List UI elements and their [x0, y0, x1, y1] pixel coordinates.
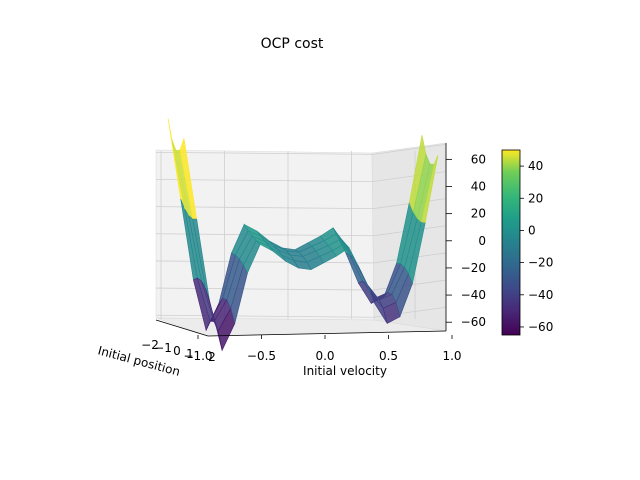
position-tick-label: 2: [208, 350, 216, 364]
position-axis-line: [155, 319, 209, 337]
position-tick-label: 1: [186, 347, 194, 361]
colorbar-tick-label: −20: [528, 256, 553, 270]
colorbar-tick-label: 40: [528, 159, 543, 173]
cost-tick-label: 40: [471, 180, 486, 194]
grid-line: [155, 287, 374, 291]
velocity-axis-line: [207, 330, 447, 337]
cost-tick-label: −40: [461, 288, 486, 302]
colorbar-tick-label: −60: [528, 320, 553, 334]
colorbar-tick-label: −40: [528, 288, 553, 302]
colorbar-tick-label: 20: [528, 191, 543, 205]
position-ticks: −2−1 0 1 2: [141, 338, 216, 364]
cost-tick-label: 0: [478, 234, 486, 248]
chart-title: OCP cost: [261, 36, 324, 52]
grid-line: [155, 151, 374, 155]
position-tick-label: −2: [141, 338, 159, 352]
position-tick-label: 0: [173, 344, 181, 358]
velocity-tick-label: 0.5: [379, 349, 398, 363]
velocity-tick-label: −0.5: [247, 349, 276, 363]
surface-patch: [420, 155, 439, 223]
velocity-ticks: −1.0 −0.5 0.0 0.5 1.0: [183, 335, 462, 363]
grid-line: [372, 143, 447, 155]
cost-surface: [167, 118, 439, 352]
cost-tick-label: 20: [471, 207, 486, 221]
grid-line: [155, 179, 374, 182]
grid-line: [155, 314, 374, 318]
colorbar-tick-label: 0: [528, 223, 536, 237]
velocity-tick-label: 0.0: [315, 349, 334, 363]
position-tick-label: −1: [154, 341, 172, 355]
cost-tick-label: −20: [461, 261, 486, 275]
velocity-axis-label: Initial velocity: [303, 364, 387, 378]
colorbar-ticks: −60 −40 −20 0 20 40: [520, 159, 553, 334]
cost-tick-label: 60: [471, 152, 486, 166]
cost-tick-label: −60: [461, 315, 486, 329]
colorbar: [501, 149, 521, 336]
velocity-tick-label: 1.0: [442, 349, 461, 363]
velocity-tick-label: −1.0: [183, 349, 212, 363]
cost-ticks: −60 −40 −20 0 20 40 60: [446, 152, 486, 329]
